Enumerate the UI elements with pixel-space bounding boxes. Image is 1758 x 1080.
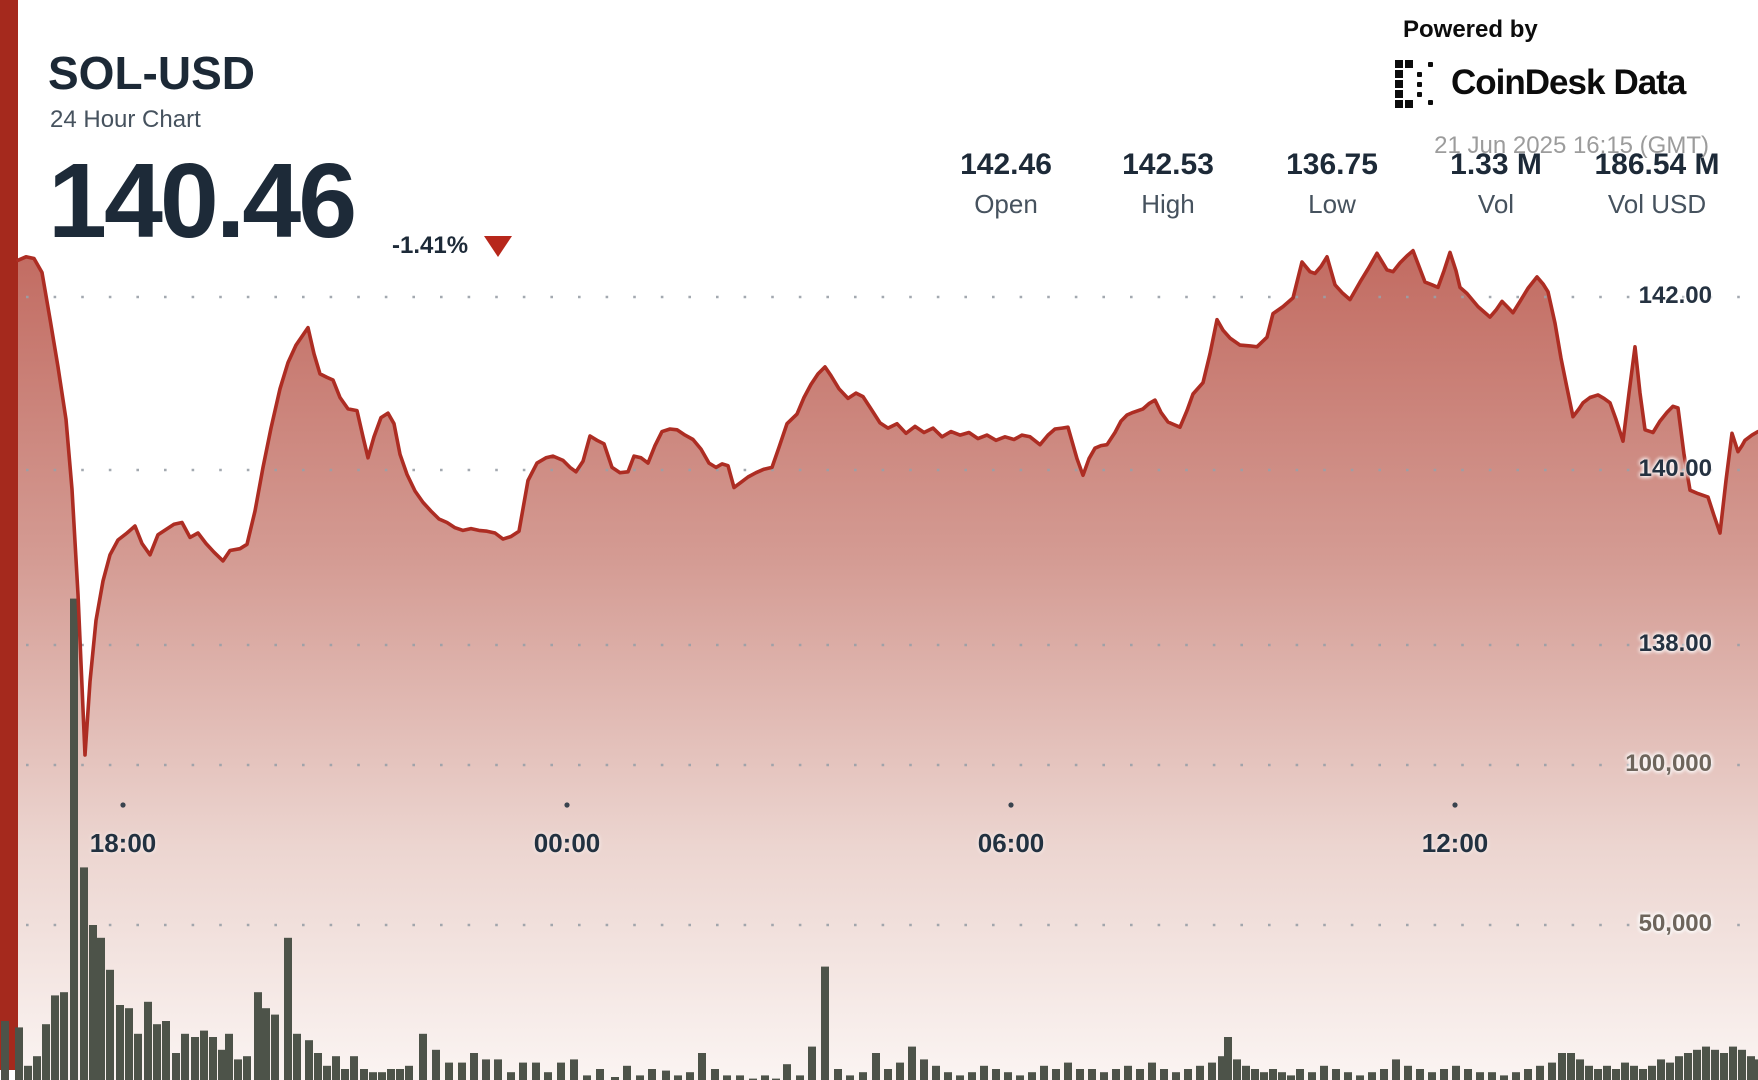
- price-change-percent: -1.41%: [392, 232, 469, 259]
- down-triangle-icon: [484, 235, 513, 257]
- symbol-title: SOL-USD: [48, 47, 255, 99]
- volume-axis-tick: 100,000: [1625, 750, 1712, 777]
- stat-low: 136.75 Low: [1286, 148, 1378, 220]
- coindesk-data-logo: CoinDesk Data: [1395, 60, 1686, 108]
- chart-subtitle: 24 Hour Chart: [50, 106, 201, 133]
- price-axis-tick: 140.00: [1638, 455, 1712, 482]
- current-price: 140.46: [48, 142, 357, 260]
- price-axis-tick: 138.00: [1638, 630, 1712, 657]
- stat-vol-usd: 186.54 M Vol USD: [1594, 148, 1719, 220]
- price-change: -1.41%: [392, 232, 513, 260]
- logo-text-data: Data: [1613, 63, 1686, 102]
- chart-timestamp: 21 Jun 2025 16:15 (GMT): [1434, 132, 1709, 159]
- stat-label: Vol: [1477, 189, 1515, 219]
- stat-label: Open: [974, 189, 1038, 219]
- stat-label: Low: [1308, 189, 1356, 219]
- time-axis-tick: 18:00: [89, 828, 157, 858]
- stat-vol: 1.33 M Vol: [1450, 148, 1542, 220]
- time-axis-tick: 00:00: [533, 828, 601, 858]
- price-axis-tick: 142.00: [1638, 282, 1712, 309]
- stat-open: 142.46 Open: [960, 148, 1052, 220]
- coindesk-logo-text: CoinDesk Data: [1451, 63, 1686, 103]
- stat-label: High: [1141, 189, 1195, 219]
- coindesk-logo-icon: [1395, 60, 1441, 108]
- stat-value: 142.46: [960, 148, 1052, 181]
- logo-text-coindesk: CoinDesk: [1451, 63, 1605, 102]
- stat-value: 186.54 M: [1594, 148, 1720, 181]
- stat-value: 1.33 M: [1450, 148, 1542, 181]
- volume-axis-tick: 50,000: [1638, 910, 1712, 937]
- stat-high: 142.53 High: [1122, 148, 1214, 220]
- time-axis-tick: 12:00: [1421, 828, 1489, 858]
- stat-value: 142.53: [1122, 148, 1214, 181]
- stat-value: 136.75: [1286, 148, 1378, 181]
- stat-label: Vol USD: [1607, 189, 1707, 219]
- time-axis-tick: 06:00: [977, 828, 1045, 858]
- powered-by-label: Powered by: [1403, 16, 1538, 43]
